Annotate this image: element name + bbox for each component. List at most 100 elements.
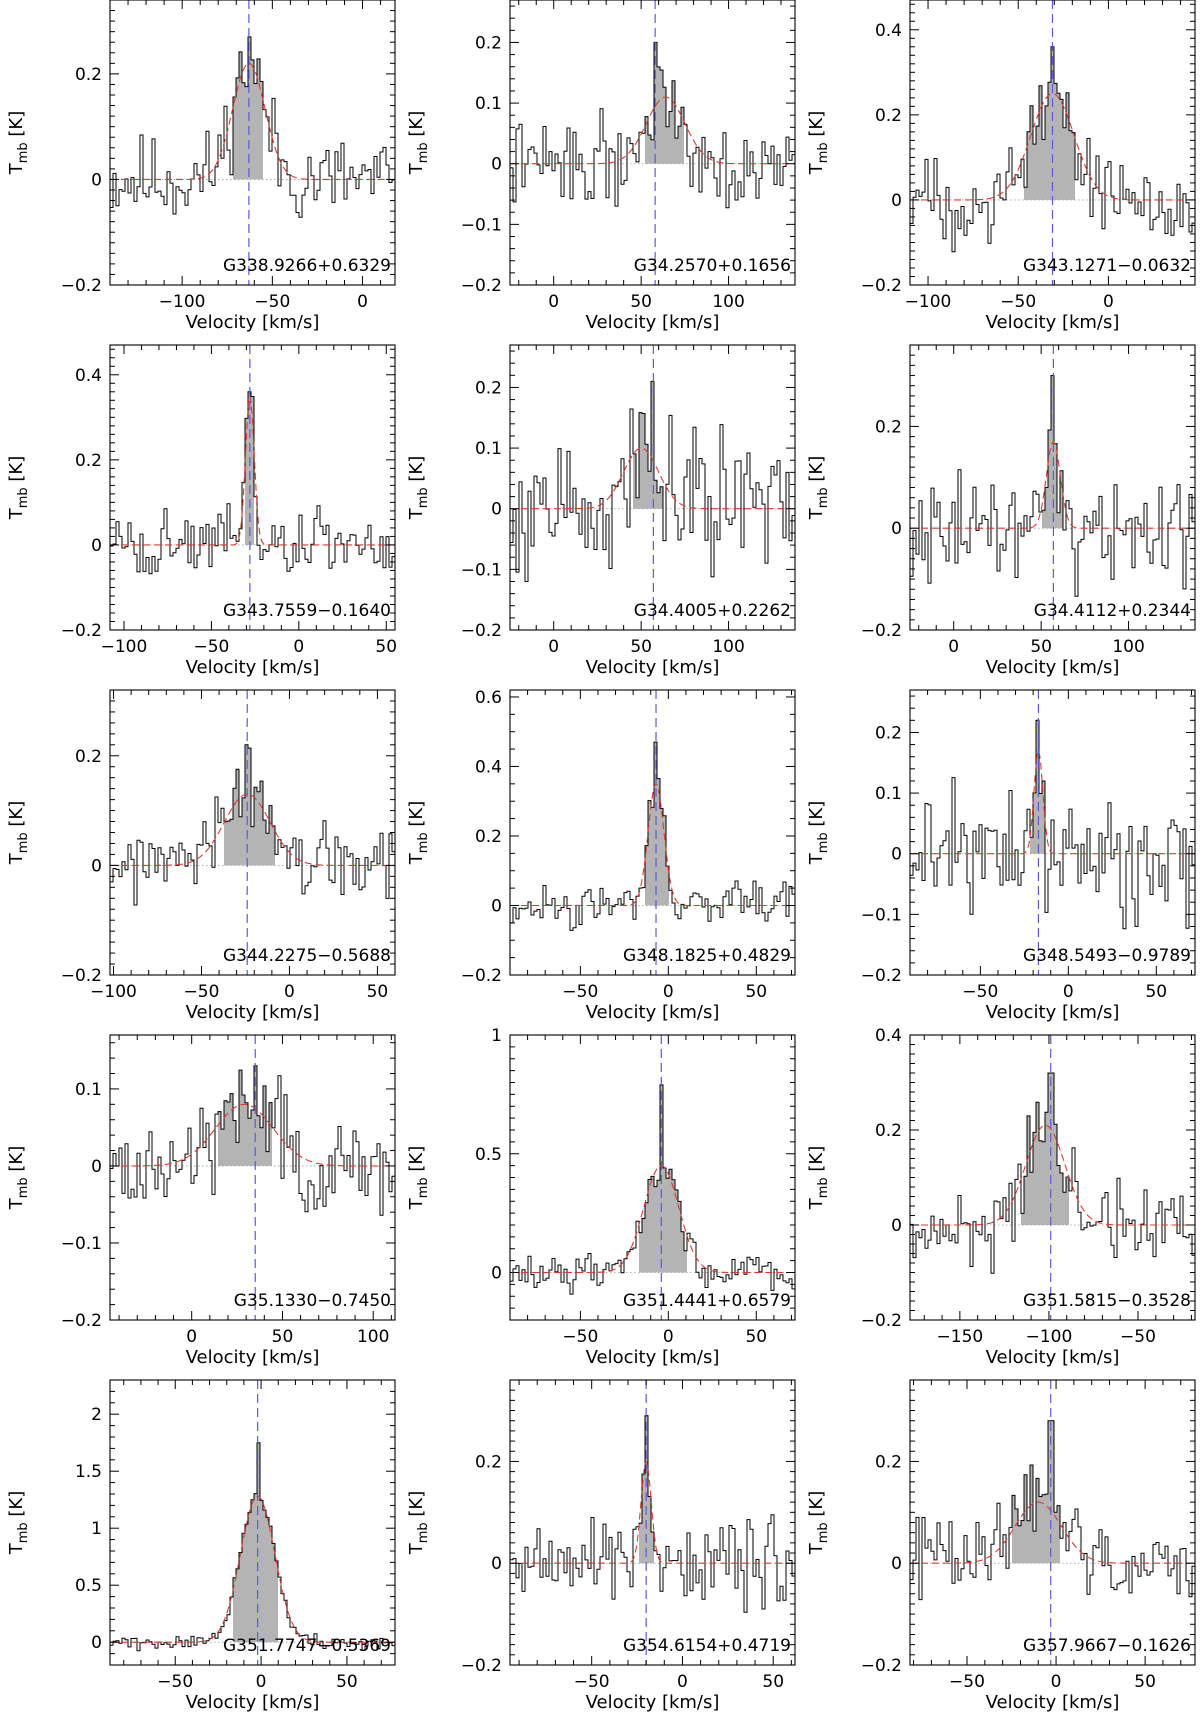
y-tick-label: 0.2 [875,106,902,126]
y-tick-label: −0.2 [61,1311,102,1331]
x-tick-label: 0 [677,1672,688,1692]
x-tick-label: 50 [1134,1672,1156,1692]
x-tick-label: 100 [712,292,744,312]
x-tick-label: 50 [1030,637,1052,657]
x-axis-label: Velocity [km/s] [586,1002,720,1023]
x-tick-label: −100 [101,637,148,657]
x-axis-label: Velocity [km/s] [586,1347,720,1368]
source-name: G357.9667−0.1626 [1023,1636,1191,1656]
gaussian-fit [510,782,795,907]
x-tick-label: −50 [184,982,220,1002]
spectrum-line [510,1415,795,1613]
y-tick-label: −0.2 [61,966,102,986]
y-axis-label: Tmb [K] [6,801,31,866]
x-tick-label: 50 [336,1672,358,1692]
emission-fill [1021,1073,1069,1225]
spectrum-panel-15: −50 0 50 −0.2 0 0.2 Velocity [km/s] Tmb [K] G357… [806,1379,1196,1713]
y-tick-label: 1 [91,1519,102,1539]
y-tick-label: 0.5 [475,1145,502,1165]
y-tick-label: −0.1 [461,560,502,580]
emission-fill [1024,46,1075,200]
x-tick-label: 50 [630,637,652,657]
y-tick-label: −0.2 [461,1656,502,1676]
y-tick-label: 0.2 [475,1452,502,1472]
x-axis-label: Velocity [km/s] [186,1347,320,1368]
y-tick-label: 0.2 [75,747,102,767]
y-tick-label: −0.2 [461,276,502,296]
x-tick-label: 50 [375,637,397,657]
y-tick-label: −0.1 [461,215,502,235]
source-name: G344.2275−0.5688 [223,946,391,966]
x-tick-label: −50 [193,637,229,657]
emission-fill [233,1442,278,1643]
gaussian-fit [110,1495,395,1643]
x-axis-label: Velocity [km/s] [586,657,720,678]
x-tick-label: −50 [562,982,598,1002]
source-name: G354.6154+0.4719 [623,1636,791,1656]
spectrum-panel-6: 0 50 100 −0.2 0 0.2 Velocity [km/s] Tmb [K] G34.… [806,344,1196,678]
spectrum-line [910,719,1195,930]
y-axis-label: Tmb [K] [6,111,31,176]
x-axis-label: Velocity [km/s] [186,657,320,678]
y-tick-label: 0.1 [875,784,902,804]
y-tick-label: 0.6 [475,688,502,708]
x-tick-label: 50 [745,1327,767,1347]
source-name: G34.2570+0.1656 [634,256,791,276]
x-axis-label: Velocity [km/s] [586,1692,720,1713]
source-name: G348.5493−0.9789 [1023,946,1191,966]
y-axis-label: Tmb [K] [806,111,831,176]
source-name: G351.4441+0.6579 [623,1291,791,1311]
gaussian-fit [910,441,1195,529]
y-tick-label: 0 [491,500,502,520]
x-tick-label: −50 [157,1672,193,1692]
gaussian-fit [510,1460,795,1564]
x-tick-label: 0 [548,292,559,312]
y-tick-label: 0 [491,155,502,175]
spectrum-line [910,1420,1195,1601]
y-tick-label: 0.2 [75,451,102,471]
y-axis-label: Tmb [K] [406,1146,431,1211]
y-tick-label: 0 [91,536,102,556]
spectrum-line [510,41,795,209]
y-tick-label: −0.2 [61,276,102,296]
x-tick-label: 0 [293,637,304,657]
y-tick-label: −0.2 [861,276,902,296]
spectrum-line [510,741,795,931]
y-tick-label: 0 [491,1554,502,1574]
source-name: G34.4112+0.2344 [1034,601,1191,621]
y-axis-label: Tmb [K] [6,456,31,521]
emission-fill [218,1065,272,1166]
x-tick-label: −50 [1120,1327,1156,1347]
gaussian-fit [510,96,795,165]
x-axis-label: Velocity [km/s] [186,1002,320,1023]
y-tick-label: 0.2 [875,1121,902,1141]
y-tick-label: 0.4 [75,366,102,386]
spectrum-panel-7: −100 −50 0 50 −0.2 0 0.2 Velocity [km/s] Tmb [K]… [6,689,396,1023]
x-tick-label: 0 [357,292,368,312]
spectrum-panel-13: −50 0 50 0 0.5 1 1.5 2 Velocity [km/s] Tmb [K] G35… [6,1379,396,1713]
y-tick-label: 0 [891,845,902,865]
x-tick-label: 100 [1112,637,1144,657]
x-tick-label: 50 [762,1672,784,1692]
source-name: G338.9266+0.6329 [223,256,391,276]
gaussian-fit [110,62,395,180]
emission-fill [639,1084,687,1273]
x-axis-label: Velocity [km/s] [986,657,1120,678]
spectrum-panel-8: −50 0 50 −0.2 0 0.2 0.4 0.6 Velocity [km/s] Tmb [… [406,688,796,1023]
y-tick-label: 0 [91,856,102,876]
gaussian-fit [110,394,395,546]
x-tick-label: 100 [712,637,744,657]
plot-frame [509,689,796,976]
plot-frame [109,0,396,286]
spectrum-line [110,36,395,218]
gaussian-fit [910,93,1195,201]
y-tick-label: 0.2 [475,827,502,847]
source-name: G351.5815−0.3528 [1023,1291,1191,1311]
y-tick-label: 0.2 [875,417,902,437]
x-tick-label: 50 [367,982,389,1002]
x-tick-label: −50 [949,1672,985,1692]
emission-fill [1042,375,1063,529]
x-tick-label: −50 [574,1672,610,1692]
y-tick-label: −0.2 [861,966,902,986]
y-tick-label: 0.5 [75,1576,102,1596]
